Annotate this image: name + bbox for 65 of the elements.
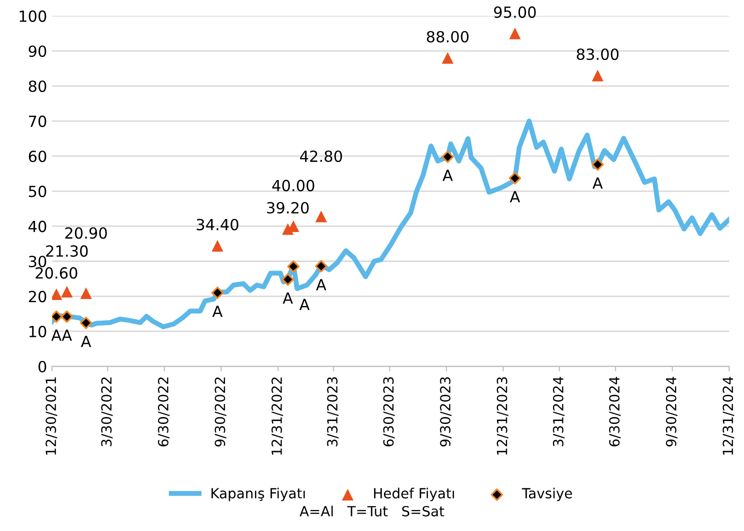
point <box>80 316 92 330</box>
legend-label: Hedef Fiyatı <box>374 488 454 502</box>
y-tick-label: 30 <box>28 256 46 268</box>
x-tick-label: 12/31/2024 <box>722 376 734 455</box>
point <box>591 158 604 171</box>
point <box>52 288 62 300</box>
data-label: 21.30 <box>46 245 88 257</box>
x-tick-label: 9/30/2023 <box>440 377 452 446</box>
data-label: A <box>212 306 223 317</box>
x-tick-label: 3/31/2024 <box>552 376 565 446</box>
point <box>287 260 300 273</box>
y-tick-label: 50 <box>28 186 46 198</box>
data-label: 95.00 <box>494 6 536 18</box>
point <box>80 287 92 299</box>
x-tick-label: 3/30/2022 <box>101 378 113 446</box>
data-label: 40.00 <box>272 180 314 192</box>
point <box>61 286 73 298</box>
text: A=Al T=Tut S=Sat <box>300 506 444 516</box>
data-label: A <box>592 177 603 189</box>
y-tick-label: 90 <box>28 45 46 57</box>
y-tick-label: 70 <box>29 116 46 128</box>
data-label: 20.60 <box>36 267 78 279</box>
data-label: 20.90 <box>65 227 107 239</box>
data-label: A <box>316 279 326 290</box>
x-tick-label: 9/30/2022 <box>214 378 226 446</box>
point <box>509 28 521 40</box>
data-label: 39.20 <box>267 202 309 214</box>
data-label: 88.00 <box>426 30 469 43</box>
data-label: A <box>80 336 92 348</box>
point <box>315 210 327 222</box>
data-label: A <box>62 330 72 341</box>
data-label: A <box>282 292 293 304</box>
x-tick-label: 12/30/2021 <box>46 377 58 455</box>
data-label: A <box>51 330 62 341</box>
x-tick-label: 6/30/2023 <box>383 377 395 446</box>
y-tick-label: 20 <box>28 290 46 302</box>
point <box>212 240 224 252</box>
data-label: A <box>442 170 453 181</box>
point <box>442 52 454 64</box>
point <box>441 150 454 164</box>
data-label: A <box>510 191 520 202</box>
data-label: 34.40 <box>196 218 238 230</box>
point <box>592 70 604 82</box>
y-tick-label: 100 <box>20 10 46 22</box>
data-label: A <box>299 298 310 310</box>
x-tick-label: 6/30/2022 <box>158 378 170 446</box>
y-tick-label: 60 <box>28 150 46 162</box>
x-tick-label: 12/31/2022 <box>271 378 284 455</box>
legend-label: Kapanış Fiyatı <box>212 488 305 502</box>
data-label: 83.00 <box>576 48 619 60</box>
y-tick-label: 0 <box>38 360 46 372</box>
y-tick-label: 10 <box>29 326 46 338</box>
point <box>282 273 294 286</box>
x-tick-label: 9/30/2024 <box>666 376 678 446</box>
y-tick-label: 40 <box>28 220 46 232</box>
point <box>508 172 522 184</box>
data-label: 42.80 <box>300 150 342 162</box>
x-tick-label: 6/30/2024 <box>609 376 621 446</box>
x-tick-label: 12/31/2023 <box>496 377 508 455</box>
point <box>314 260 328 272</box>
legend-label: Tavsiye <box>522 488 572 502</box>
x-tick-label: 3/31/2023 <box>327 377 339 446</box>
point <box>211 286 224 300</box>
y-tick-label: 80 <box>28 80 46 92</box>
point <box>60 310 74 323</box>
